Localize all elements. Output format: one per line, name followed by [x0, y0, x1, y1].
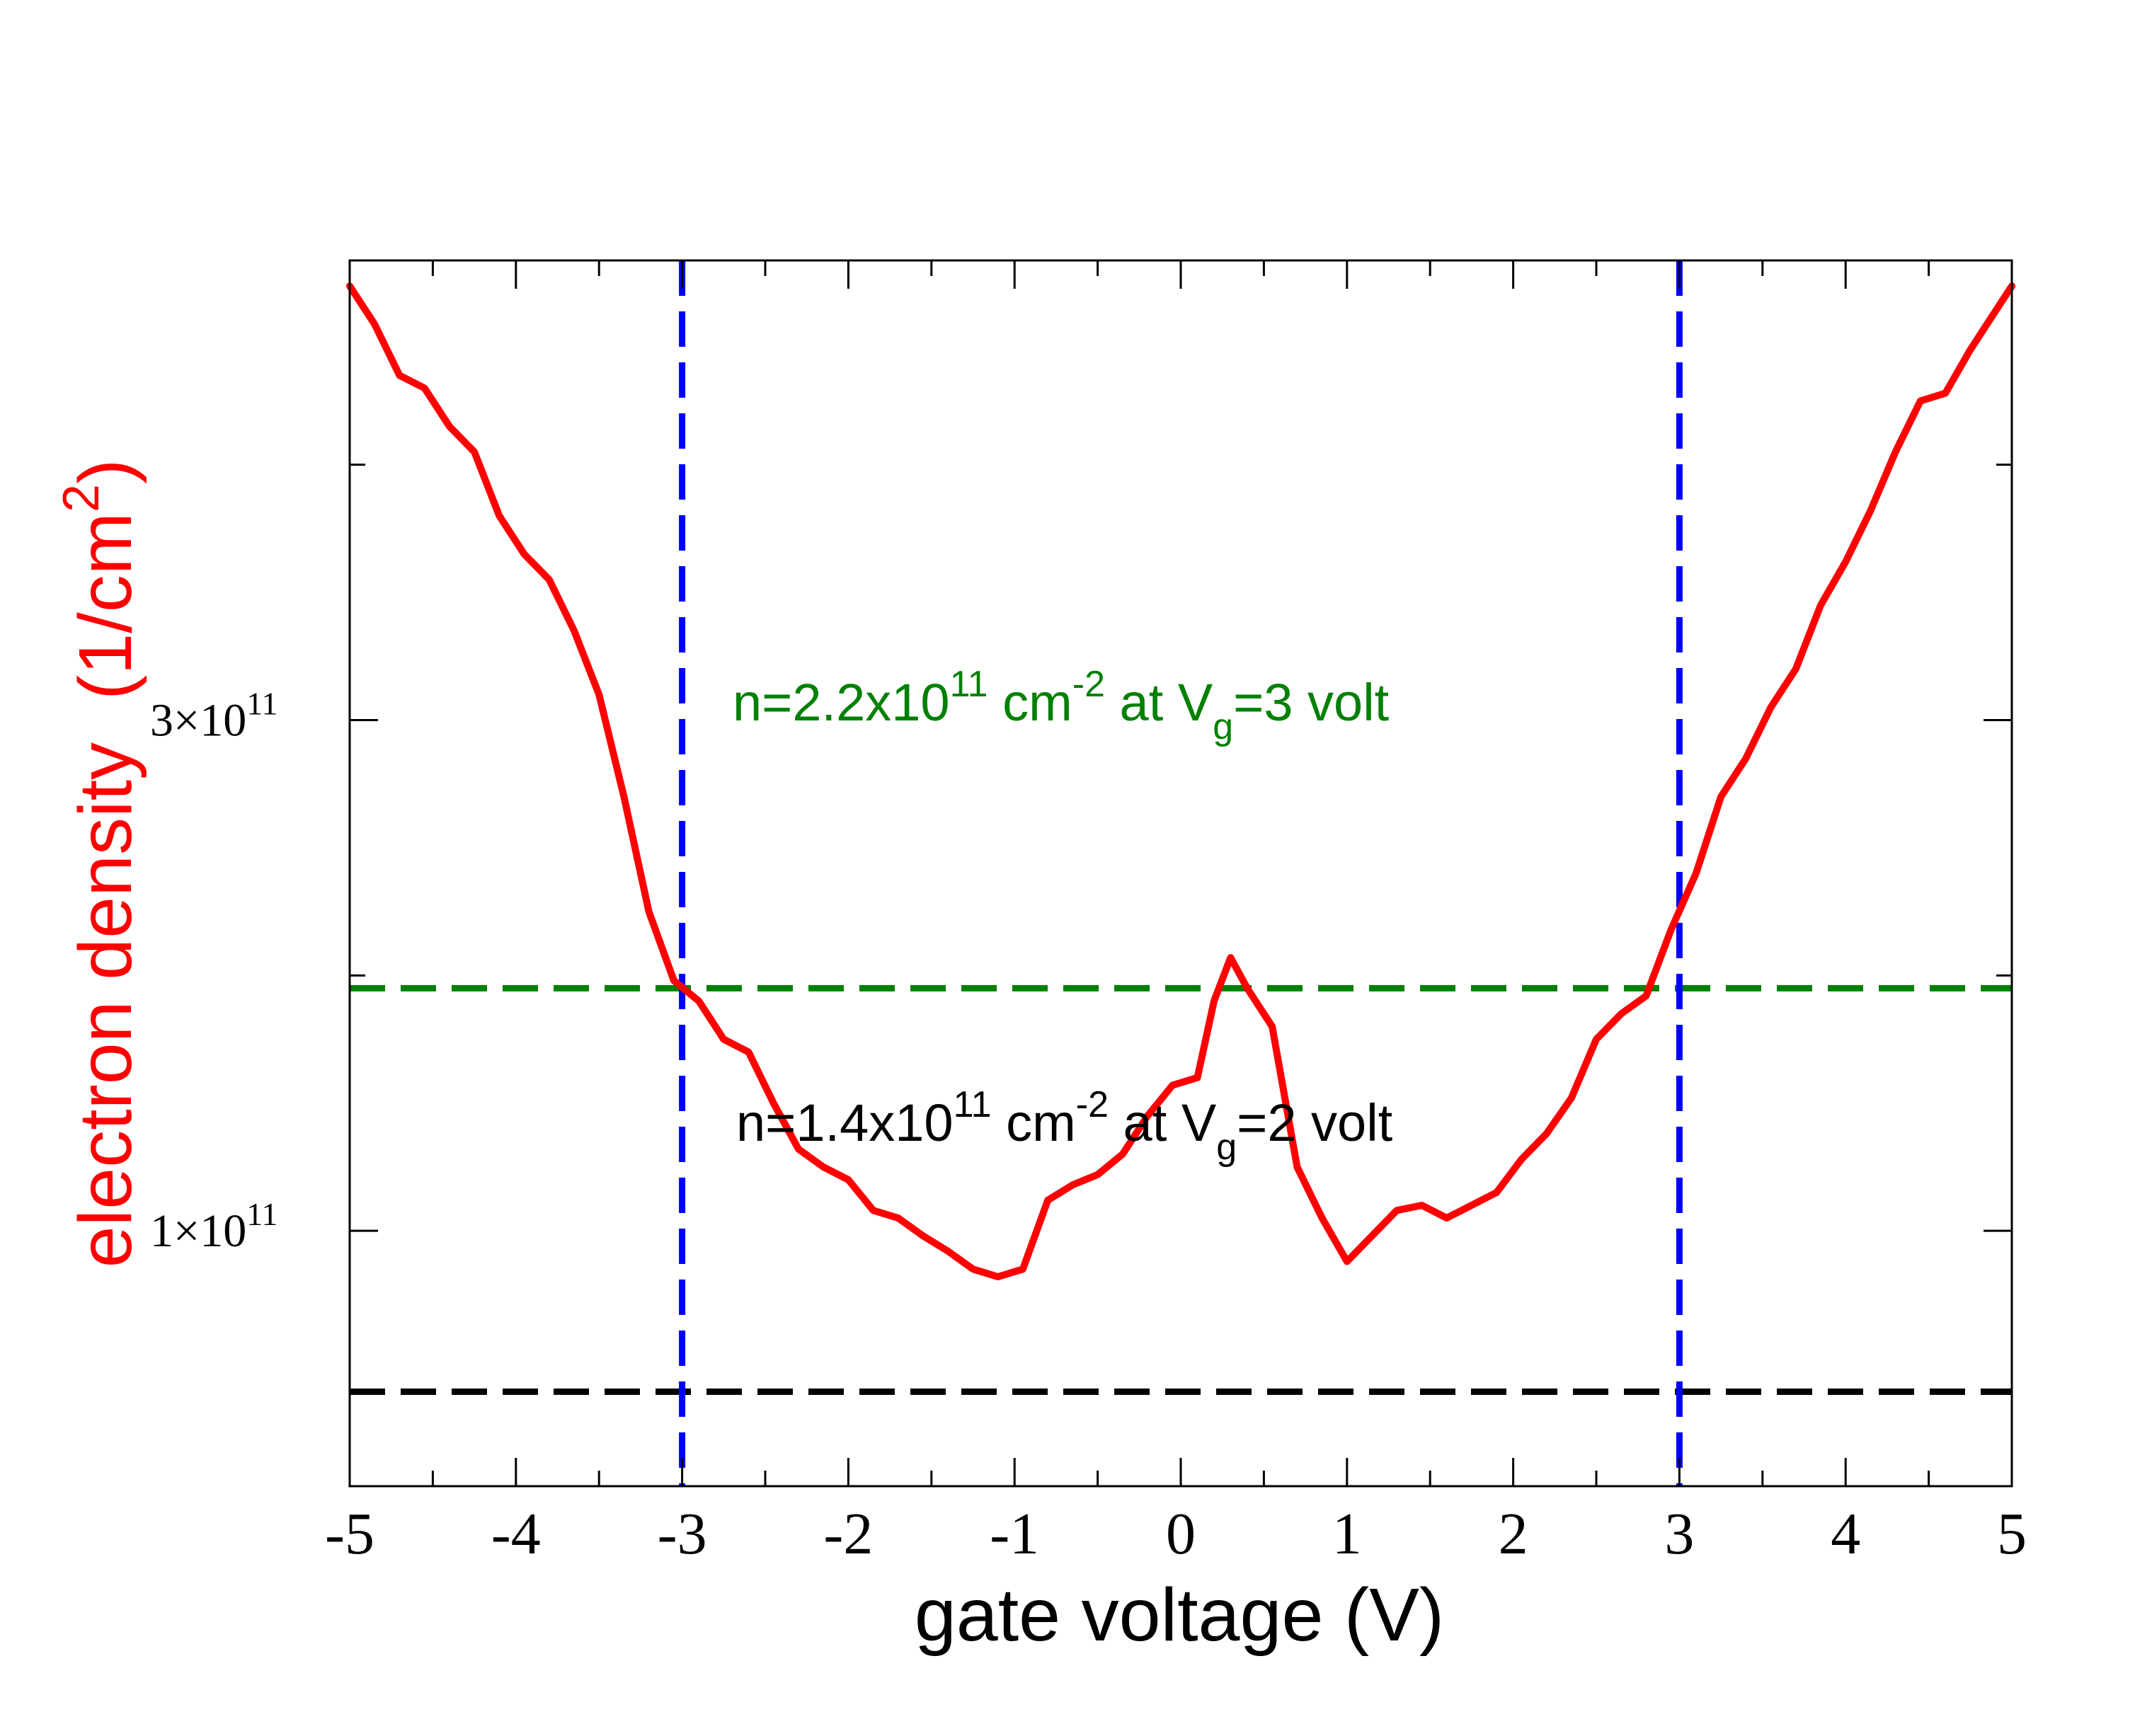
- x-tick-label: -4: [491, 1501, 541, 1567]
- x-tick-label: -1: [990, 1501, 1039, 1567]
- reference-lines: [350, 260, 2012, 1486]
- x-tick-label: 2: [1499, 1501, 1528, 1567]
- y-axis-tick-labels: 1×1011 3×1011: [150, 686, 278, 1258]
- x-axis-ticks: [348, 260, 2013, 1486]
- plot-frame: [348, 259, 2013, 1488]
- x-tick-label: 1: [1332, 1501, 1362, 1567]
- electron-density-series-line: [346, 282, 2015, 1281]
- y-axis-ticks: [350, 464, 2012, 1232]
- annotation-black-density: n=1.4x1011 cm-2 at Vg=2 volt: [736, 1084, 1393, 1168]
- x-tick-label: -5: [325, 1501, 374, 1567]
- y-axis-label-main: electron density: [64, 742, 147, 1267]
- y-tick-label: 1×1011: [150, 1196, 278, 1257]
- y-axis-label-unit-exponent: 2: [53, 484, 110, 512]
- x-tick-label: 4: [1831, 1501, 1860, 1567]
- x-axis-label: gate voltage (V): [915, 1573, 1444, 1657]
- y-tick-label: 3×1011: [150, 686, 278, 747]
- x-tick-label: 0: [1166, 1501, 1196, 1567]
- x-tick-label: 3: [1664, 1501, 1694, 1567]
- svg-text:electron density(1/cm2): electron density (1/cm2): [53, 459, 147, 1268]
- annotation-green-density: n=2.2x1011 cm-2 at Vg=3 volt: [733, 664, 1390, 747]
- x-tick-label: 5: [1997, 1501, 2027, 1567]
- y-axis-label: electron density (1/cm2): [53, 459, 147, 1268]
- x-tick-label: -2: [823, 1501, 873, 1567]
- y-axis-label-unit-close: ): [64, 459, 147, 484]
- y-axis-label-unit: (1/cm: [64, 512, 147, 700]
- x-axis-tick-labels: -5 -4 -3 -2 -1 0 1 2 3 4 5: [325, 1501, 2027, 1567]
- x-tick-label: -3: [658, 1501, 707, 1567]
